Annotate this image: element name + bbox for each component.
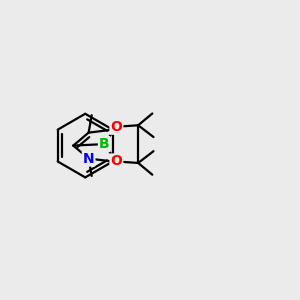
Text: O: O — [110, 154, 122, 169]
Text: O: O — [110, 120, 122, 134]
Text: N: N — [83, 152, 94, 166]
Text: B: B — [99, 137, 110, 151]
